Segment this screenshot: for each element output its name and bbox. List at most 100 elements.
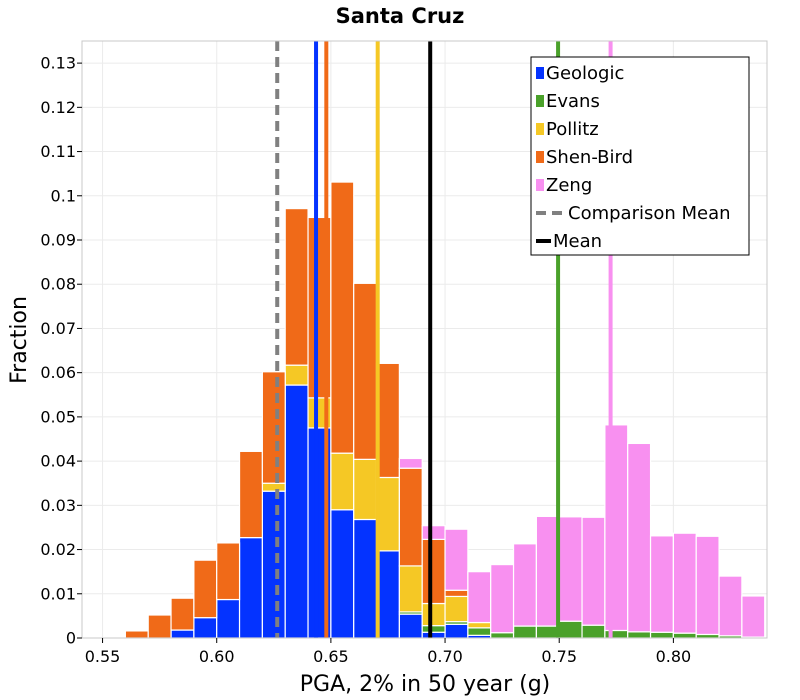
bar-geologic (375, 550, 400, 639)
bar-geologic (398, 613, 423, 639)
bar-geologic (421, 631, 446, 639)
bar-zeng (512, 543, 537, 627)
bar-evans (627, 631, 652, 639)
bar-shen-bird (124, 630, 149, 639)
x-axis: 0.55 0.60 0.65 0.70 0.75 0.80 (85, 638, 691, 666)
bar-evans (467, 627, 492, 636)
bar-zeng (444, 528, 469, 591)
bar-shen-bird (193, 559, 218, 619)
y-tick-label: 0.05 (40, 407, 76, 426)
bar-geologic (284, 384, 309, 639)
y-tick-label: 0.13 (40, 54, 76, 73)
y-tick-label: 0.08 (40, 275, 76, 294)
bar-pollitz (398, 565, 423, 613)
x-tick-label: 0.65 (313, 647, 349, 666)
bar-geologic (261, 490, 286, 639)
mean-lines-layer (275, 41, 613, 638)
bar-geologic (330, 509, 355, 639)
bar-shen-bird (375, 362, 400, 479)
bar-geologic (170, 629, 195, 639)
bar-geologic (193, 617, 218, 639)
legend: Geologic Evans Pollitz Shen-Bird Zeng Compari… (530, 56, 750, 256)
bar-shen-bird (330, 181, 355, 454)
bar-zeng (604, 424, 629, 632)
legend-swatch (536, 67, 544, 79)
bar-pollitz (444, 595, 469, 623)
bar-evans (649, 631, 674, 639)
bar-zeng (627, 442, 652, 633)
bar-evans (672, 632, 697, 639)
legend-label: Mean (553, 231, 602, 252)
bar-geologic (238, 537, 263, 639)
bar-shen-bird (147, 614, 172, 639)
y-tick-label: 0.04 (40, 452, 76, 471)
y-tick-label: 0.01 (40, 584, 76, 603)
bar-evans (490, 632, 515, 639)
bar-geologic (444, 623, 469, 639)
bar-evans (581, 624, 606, 639)
bar-zeng (421, 525, 446, 540)
bar-zeng (558, 516, 583, 622)
legend-box (530, 56, 750, 256)
bar-zeng (581, 516, 606, 626)
bar-zeng (490, 563, 515, 634)
legend-swatch (536, 123, 544, 135)
bar-zeng (695, 535, 720, 636)
bar-zeng (672, 532, 697, 634)
bar-zeng (535, 515, 560, 627)
y-axis: 0 0.01 0.02 0.03 0.04 0.05 0.06 0.07 0.08 0.09 0.1… (40, 54, 82, 648)
y-tick-label: 0.12 (40, 98, 76, 117)
legend-swatch (536, 179, 544, 191)
bar-shen-bird (421, 538, 446, 605)
legend-label: Zeng (546, 175, 592, 196)
legend-label: Pollitz (546, 119, 599, 140)
bar-zeng (718, 575, 743, 637)
x-tick-label: 0.60 (199, 647, 235, 666)
bar-pollitz (467, 621, 492, 629)
bar-geologic (216, 598, 241, 639)
y-tick-label: 0.07 (40, 319, 76, 338)
bar-shen-bird (353, 282, 378, 460)
bar-evans (535, 625, 560, 639)
legend-label: Evans (546, 91, 600, 112)
bar-shen-bird (216, 542, 241, 601)
x-tick-label: 0.80 (656, 647, 692, 666)
bars-layer (124, 181, 766, 639)
bar-pollitz (375, 476, 400, 552)
y-tick-label: 0 (66, 629, 76, 648)
bar-geologic (353, 518, 378, 639)
bar-pollitz (261, 482, 286, 492)
bar-evans (558, 620, 583, 639)
x-axis-label: PGA, 2% in 50 year (g) (300, 672, 551, 697)
legend-label: Geologic (546, 63, 624, 84)
chart-title: Santa Cruz (336, 4, 465, 28)
y-tick-label: 0.02 (40, 540, 76, 559)
y-tick-label: 0.03 (40, 496, 76, 515)
bar-pollitz (330, 452, 355, 511)
legend-swatch (536, 151, 544, 163)
legend-swatch (536, 95, 544, 107)
bar-evans (421, 625, 446, 633)
y-tick-label: 0.09 (40, 231, 76, 250)
bar-zeng (467, 571, 492, 624)
bar-shen-bird (444, 589, 469, 598)
x-tick-label: 0.55 (85, 647, 121, 666)
bar-shen-bird (284, 208, 309, 366)
legend-label: Comparison Mean (568, 203, 731, 224)
bar-zeng (741, 595, 766, 638)
y-tick-label: 0.1 (51, 186, 76, 205)
bar-shen-bird (238, 450, 263, 539)
bar-pollitz (284, 364, 309, 386)
plot-frame (81, 40, 768, 639)
bar-pollitz (421, 602, 446, 627)
bar-shen-bird (261, 371, 286, 484)
y-tick-label: 0.06 (40, 363, 76, 382)
bar-shen-bird (170, 597, 195, 631)
bar-shen-bird (398, 467, 423, 567)
legend-label: Shen-Bird (546, 147, 633, 168)
y-axis-label: Fraction (7, 296, 32, 384)
bar-zeng (398, 457, 423, 469)
x-tick-label: 0.70 (427, 647, 463, 666)
bar-evans (512, 625, 537, 639)
